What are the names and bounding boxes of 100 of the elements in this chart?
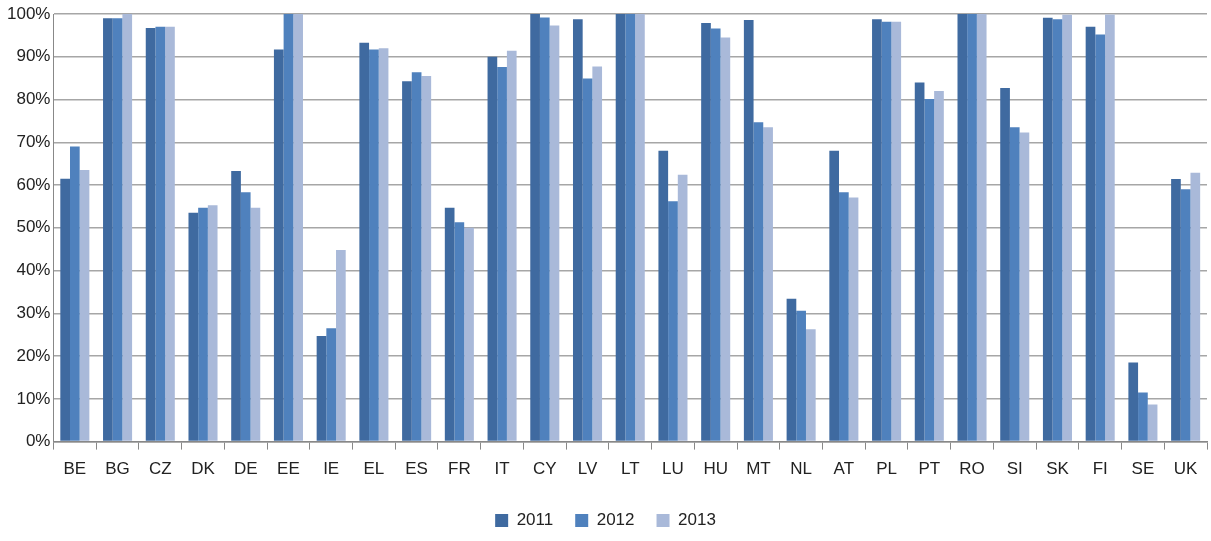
bar <box>411 72 422 441</box>
bar <box>273 49 284 441</box>
bar <box>957 14 968 441</box>
bar <box>967 14 977 441</box>
bar <box>677 174 688 441</box>
y-tick-label: 40% <box>16 260 51 280</box>
x-tick-label: ES <box>405 459 428 479</box>
bar <box>103 18 113 441</box>
x-tick-label: IE <box>323 459 340 479</box>
bar <box>402 81 412 441</box>
bar <box>796 310 806 441</box>
bar <box>198 207 208 441</box>
bar <box>848 197 859 441</box>
bar <box>122 14 133 441</box>
bar <box>112 18 123 441</box>
bar <box>1105 14 1115 441</box>
bar <box>70 146 80 441</box>
x-tick-label: LV <box>577 459 598 479</box>
bar <box>635 14 645 441</box>
bar <box>720 37 731 441</box>
bar <box>530 14 540 441</box>
x-tick-label: FR <box>448 459 471 479</box>
x-tick-label: EL <box>363 459 385 479</box>
bar <box>1128 362 1139 441</box>
bar <box>743 19 754 441</box>
x-tick-label: FI <box>1092 459 1108 479</box>
bar <box>145 28 156 441</box>
bar <box>881 21 892 441</box>
bar <box>658 150 669 441</box>
x-tick-label: MT <box>746 459 771 479</box>
y-tick-label: 70% <box>16 131 51 151</box>
bar <box>359 42 370 441</box>
bar <box>976 14 987 441</box>
x-tick-label: DK <box>191 459 216 479</box>
bar <box>444 207 455 441</box>
bar <box>805 329 816 441</box>
bar <box>1042 17 1053 441</box>
bar <box>283 14 294 441</box>
bar <box>1019 132 1030 441</box>
bar <box>539 17 550 441</box>
bar <box>188 212 199 441</box>
bar <box>497 67 507 441</box>
y-tick-label: 30% <box>16 303 51 323</box>
x-tick-label: AT <box>833 459 855 479</box>
x-tick-label: EE <box>277 459 300 479</box>
legend-label: 2013 <box>678 510 716 530</box>
x-tick-label: LT <box>620 459 640 479</box>
x-tick-label: LU <box>662 459 684 479</box>
bar <box>891 21 902 441</box>
bar <box>1000 87 1010 441</box>
x-tick-label: PT <box>918 459 941 479</box>
bar <box>369 49 379 441</box>
bar <box>240 192 251 441</box>
legend-label: 2012 <box>596 510 635 530</box>
y-tick-label: 60% <box>16 174 51 194</box>
x-tick-label: HU <box>703 459 728 479</box>
bar <box>250 207 261 441</box>
bar <box>924 99 935 441</box>
bar <box>293 14 303 441</box>
bar <box>582 78 593 441</box>
bar <box>549 25 560 441</box>
x-tick-label: CY <box>532 459 557 479</box>
bar <box>506 50 517 441</box>
bar <box>1095 34 1106 441</box>
y-tick-label: 0% <box>25 431 51 451</box>
bar <box>763 127 773 441</box>
bar <box>572 19 583 441</box>
x-tick-label: RO <box>959 459 985 479</box>
bar <box>316 335 327 441</box>
x-tick-label: PL <box>876 459 897 479</box>
bar <box>1009 127 1020 441</box>
bar <box>1138 392 1148 441</box>
x-tick-label: IT <box>494 459 510 479</box>
y-tick-label: 80% <box>16 89 51 109</box>
x-tick-label: CZ <box>148 459 172 479</box>
y-tick-label: 20% <box>16 345 51 365</box>
x-tick-label: DE <box>233 459 258 479</box>
bar <box>326 328 337 441</box>
bar <box>1171 179 1181 441</box>
bar <box>1085 26 1096 441</box>
bar <box>829 150 840 441</box>
bar <box>872 19 882 441</box>
y-tick-label: 100% <box>7 3 51 23</box>
x-tick-label: SE <box>1131 459 1155 479</box>
bar <box>1190 172 1201 441</box>
x-tick-label: BG <box>105 459 130 479</box>
bar <box>701 22 711 441</box>
bar <box>336 250 346 441</box>
bar <box>487 56 498 441</box>
bar <box>231 170 241 441</box>
bar <box>753 122 764 441</box>
x-tick-label: SI <box>1006 459 1023 479</box>
x-tick-label: SK <box>1046 459 1070 479</box>
bar <box>1180 189 1191 441</box>
bar <box>60 178 70 441</box>
legend-label: 2011 <box>516 510 554 530</box>
bar <box>1062 14 1072 441</box>
bar <box>207 205 218 441</box>
bar <box>155 26 166 441</box>
bar <box>421 76 432 441</box>
